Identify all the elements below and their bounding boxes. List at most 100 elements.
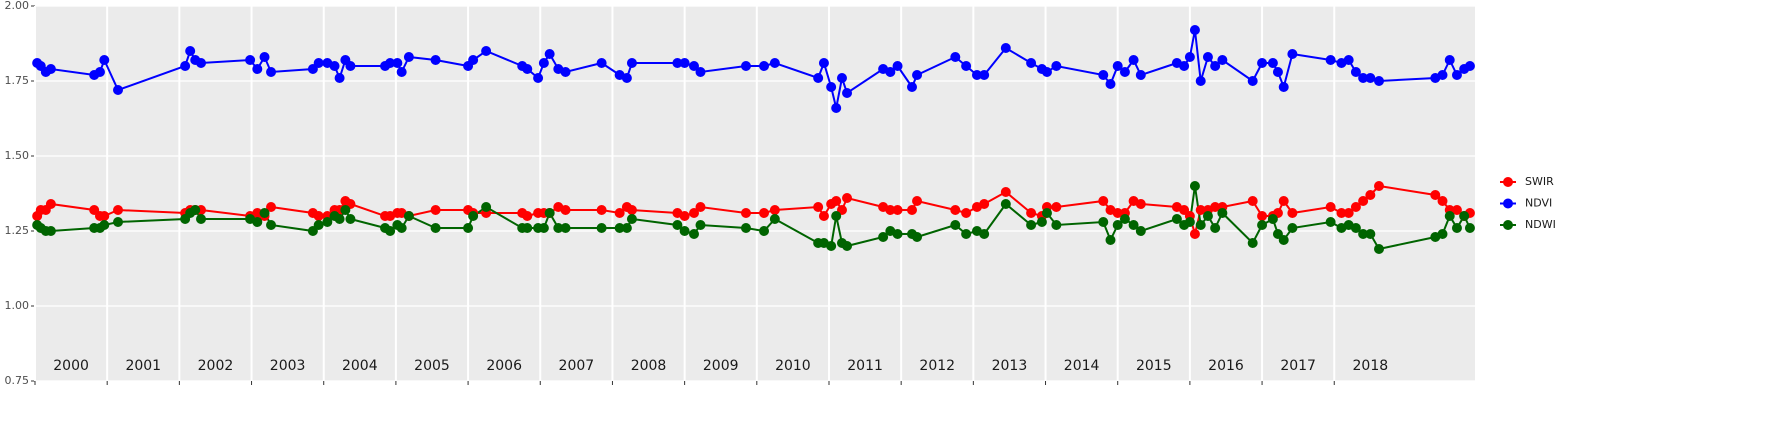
point — [1135, 70, 1146, 80]
point — [1217, 55, 1228, 65]
point — [190, 205, 201, 215]
point — [259, 208, 270, 218]
point — [113, 205, 124, 215]
point — [689, 61, 700, 71]
point — [842, 88, 853, 98]
x-tick-label: 2003 — [270, 358, 306, 374]
point — [1041, 208, 1052, 218]
point — [1171, 214, 1182, 224]
point — [1051, 220, 1062, 230]
point — [906, 205, 917, 215]
point — [1343, 55, 1354, 65]
y-tick-label: 2.00 — [5, 0, 30, 12]
point — [345, 61, 356, 71]
point — [831, 103, 842, 113]
x-tick-label: 2000 — [53, 358, 89, 374]
point — [313, 211, 324, 221]
point — [740, 208, 751, 218]
point — [695, 220, 706, 230]
point — [1135, 199, 1146, 209]
point — [1210, 61, 1221, 71]
x-tick-label: 2009 — [703, 358, 739, 374]
point — [252, 64, 263, 74]
point — [1267, 58, 1278, 68]
point — [560, 223, 571, 233]
point — [621, 223, 632, 233]
point — [1128, 220, 1139, 230]
point — [1287, 49, 1298, 59]
point — [403, 211, 414, 221]
point — [1287, 208, 1298, 218]
x-tick-label: 2008 — [631, 358, 667, 374]
point — [892, 205, 903, 215]
point — [322, 217, 333, 227]
point — [1365, 190, 1376, 200]
x-tick-label: 2015 — [1136, 358, 1172, 374]
point — [1287, 223, 1298, 233]
point — [1444, 55, 1455, 65]
point — [831, 196, 842, 206]
point — [961, 229, 972, 239]
point — [1184, 217, 1195, 227]
point — [1459, 211, 1470, 221]
point — [481, 46, 492, 56]
point — [252, 217, 263, 227]
point — [818, 211, 829, 221]
point — [1464, 61, 1475, 71]
point — [313, 220, 324, 230]
x-tick-label: 2005 — [414, 358, 450, 374]
x-tick-label: 2014 — [1064, 358, 1100, 374]
point — [1026, 58, 1037, 68]
point — [1195, 205, 1206, 215]
point — [1358, 196, 1369, 206]
point — [672, 58, 683, 68]
point — [1437, 196, 1448, 206]
point — [1350, 223, 1361, 233]
point — [45, 199, 56, 209]
point — [1000, 199, 1011, 209]
point — [544, 208, 555, 218]
point — [1119, 67, 1130, 77]
point — [1195, 220, 1206, 230]
point — [313, 58, 324, 68]
point — [614, 208, 625, 218]
point — [1184, 52, 1195, 62]
point — [1026, 220, 1037, 230]
point — [878, 232, 889, 242]
point — [621, 73, 632, 83]
point — [961, 208, 972, 218]
point — [259, 52, 270, 62]
point — [759, 208, 770, 218]
point — [1365, 229, 1376, 239]
x-tick-label: 2010 — [775, 358, 811, 374]
point — [430, 55, 441, 65]
point — [468, 55, 479, 65]
point — [769, 205, 780, 215]
point — [961, 61, 972, 71]
x-tick-label: 2011 — [847, 358, 883, 374]
point — [1437, 229, 1448, 239]
point — [1278, 82, 1289, 92]
point — [45, 64, 56, 74]
point — [596, 58, 607, 68]
point — [1000, 187, 1011, 197]
point — [813, 202, 824, 212]
point — [113, 85, 124, 95]
legend-marker — [1503, 198, 1513, 209]
point — [99, 220, 110, 230]
point — [695, 67, 706, 77]
point — [679, 211, 690, 221]
point — [740, 223, 751, 233]
point — [403, 52, 414, 62]
point — [1350, 202, 1361, 212]
point — [842, 241, 853, 251]
point — [831, 211, 842, 221]
point — [1247, 76, 1258, 86]
point — [196, 58, 207, 68]
point — [1036, 217, 1047, 227]
x-tick-label: 2012 — [919, 358, 955, 374]
point — [1464, 223, 1475, 233]
point — [1343, 208, 1354, 218]
point — [468, 211, 479, 221]
point — [769, 58, 780, 68]
